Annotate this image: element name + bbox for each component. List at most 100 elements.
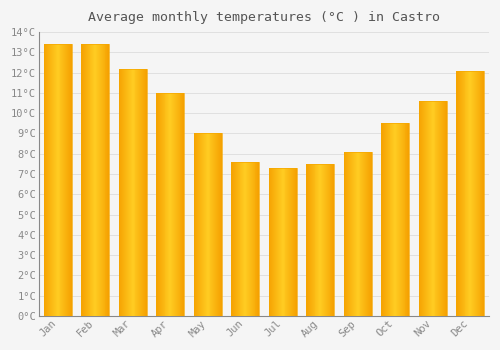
Bar — [306, 164, 334, 316]
Bar — [86, 44, 88, 316]
Bar — [456, 71, 457, 316]
Bar — [369, 152, 370, 316]
Bar — [457, 71, 458, 316]
Bar — [291, 168, 292, 316]
Bar — [252, 162, 254, 316]
Bar — [383, 123, 384, 316]
Bar — [173, 93, 174, 316]
Bar — [365, 152, 366, 316]
Bar — [215, 133, 216, 316]
Bar — [294, 168, 295, 316]
Bar — [233, 162, 234, 316]
Bar — [458, 71, 459, 316]
Bar — [254, 162, 256, 316]
Bar — [444, 101, 445, 316]
Bar — [204, 133, 205, 316]
Bar — [212, 133, 214, 316]
Bar — [238, 162, 240, 316]
Bar — [318, 164, 319, 316]
Bar — [210, 133, 212, 316]
Bar — [158, 93, 159, 316]
Bar — [388, 123, 390, 316]
Bar — [245, 162, 246, 316]
Bar — [280, 168, 281, 316]
Bar — [176, 93, 178, 316]
Bar — [441, 101, 442, 316]
Bar — [462, 71, 464, 316]
Bar — [368, 152, 369, 316]
Bar — [311, 164, 312, 316]
Bar — [106, 44, 108, 316]
Bar — [371, 152, 372, 316]
Bar — [428, 101, 429, 316]
Bar — [68, 44, 69, 316]
Bar — [100, 44, 101, 316]
Bar — [382, 123, 383, 316]
Bar — [430, 101, 431, 316]
Bar — [157, 93, 158, 316]
Bar — [362, 152, 364, 316]
Bar — [289, 168, 290, 316]
Bar — [353, 152, 354, 316]
Bar — [95, 44, 96, 316]
Bar — [139, 69, 140, 316]
Bar — [240, 162, 242, 316]
Bar — [366, 152, 367, 316]
Bar — [461, 71, 462, 316]
Bar — [432, 101, 434, 316]
Bar — [344, 152, 371, 316]
Bar — [214, 133, 215, 316]
Bar — [66, 44, 67, 316]
Bar — [367, 152, 368, 316]
Bar — [104, 44, 106, 316]
Bar — [124, 69, 125, 316]
Bar — [130, 69, 131, 316]
Bar — [144, 69, 145, 316]
Bar — [62, 44, 64, 316]
Bar — [140, 69, 141, 316]
Bar — [475, 71, 476, 316]
Bar — [162, 93, 164, 316]
Bar — [279, 168, 280, 316]
Bar — [168, 93, 169, 316]
Bar — [326, 164, 328, 316]
Bar — [182, 93, 184, 316]
Bar — [194, 133, 196, 316]
Bar — [427, 101, 428, 316]
Bar — [250, 162, 251, 316]
Bar — [65, 44, 66, 316]
Bar — [482, 71, 484, 316]
Bar — [442, 101, 443, 316]
Bar — [321, 164, 322, 316]
Bar — [232, 162, 233, 316]
Bar — [284, 168, 286, 316]
Bar — [344, 152, 346, 316]
Bar — [118, 69, 146, 316]
Bar — [424, 101, 425, 316]
Bar — [270, 168, 272, 316]
Bar — [56, 44, 58, 316]
Bar — [246, 162, 247, 316]
Bar — [351, 152, 352, 316]
Bar — [478, 71, 480, 316]
Bar — [431, 101, 432, 316]
Bar — [172, 93, 173, 316]
Bar — [48, 44, 49, 316]
Bar — [49, 44, 50, 316]
Bar — [128, 69, 129, 316]
Bar — [404, 123, 406, 316]
Bar — [217, 133, 218, 316]
Bar — [166, 93, 168, 316]
Bar — [98, 44, 99, 316]
Bar — [319, 164, 320, 316]
Bar — [202, 133, 203, 316]
Bar — [52, 44, 53, 316]
Bar — [141, 69, 142, 316]
Bar — [142, 69, 143, 316]
Bar — [292, 168, 293, 316]
Bar — [159, 93, 160, 316]
Bar — [221, 133, 222, 316]
Bar — [323, 164, 324, 316]
Bar — [295, 168, 296, 316]
Bar — [436, 101, 438, 316]
